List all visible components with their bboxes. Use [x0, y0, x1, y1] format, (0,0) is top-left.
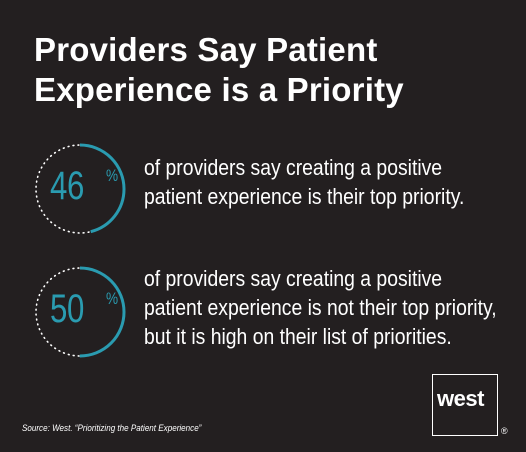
ring-arc-1	[34, 143, 126, 235]
stat-2-line-3: but it is high on their list of prioriti…	[144, 324, 452, 349]
stat-number-1: 46	[50, 164, 84, 208]
stat-number-2: 50	[50, 287, 84, 331]
percent-sign-1: %	[106, 166, 119, 185]
stat-block-2: 50 % of providers say creating a positiv…	[30, 258, 510, 368]
registered-mark: ®	[501, 426, 508, 436]
progress-ring-2: 50 %	[30, 258, 130, 368]
progress-ring-1: 46 %	[30, 135, 130, 245]
title-line-2: Experience is a Priority	[34, 71, 404, 108]
stat-value-1: 46 %	[50, 163, 130, 213]
stat-description-1: of providers say creating a positive pat…	[144, 153, 478, 211]
stat-2-line-2: patient experience is not their top prio…	[144, 295, 497, 320]
source-citation: Source: West. “Prioritizing the Patient …	[22, 423, 202, 434]
stat-value-2: 50 %	[50, 286, 130, 336]
stat-2-line-1: of providers say creating a positive	[144, 266, 443, 291]
ring-arc-2	[34, 266, 126, 358]
stat-description-2: of providers say creating a positive pat…	[144, 264, 497, 351]
progress-ring-svg-2	[34, 266, 126, 358]
percent-sign-2: %	[106, 289, 119, 308]
stat-1-line-1: of providers say creating a positive	[144, 155, 443, 180]
page-title: Providers Say Patient Experience is a Pr…	[34, 30, 504, 110]
logo-text: west	[437, 386, 484, 411]
stat-1-line-2: patient experience is their top priority…	[144, 184, 465, 209]
progress-ring-svg-1	[34, 143, 126, 235]
west-logo: west	[432, 374, 498, 436]
stat-block-1: 46 % of providers say creating a positiv…	[30, 135, 510, 245]
title-line-1: Providers Say Patient	[34, 31, 378, 68]
